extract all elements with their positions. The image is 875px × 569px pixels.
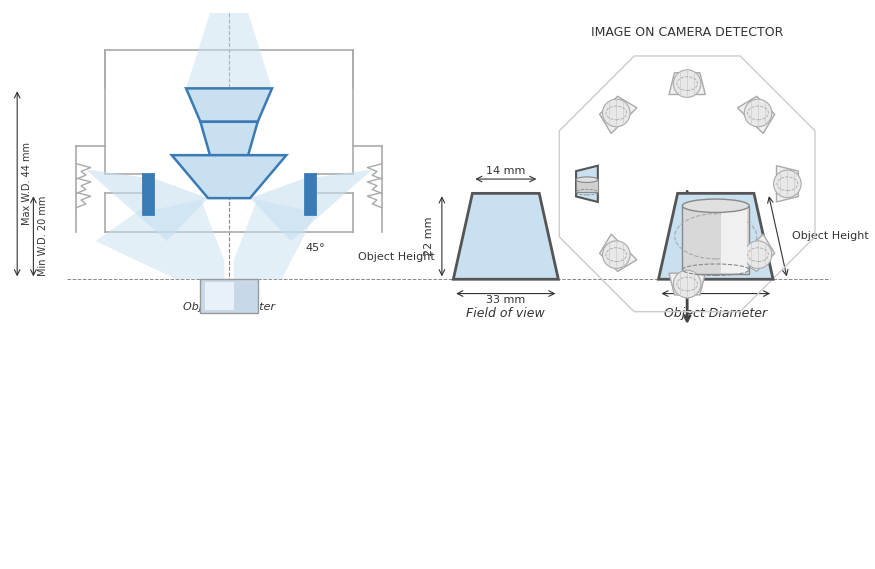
Polygon shape bbox=[576, 166, 598, 202]
Ellipse shape bbox=[576, 177, 598, 183]
Polygon shape bbox=[576, 180, 598, 192]
Text: 22 mm: 22 mm bbox=[424, 217, 434, 256]
Circle shape bbox=[603, 99, 630, 127]
Polygon shape bbox=[669, 273, 705, 295]
Polygon shape bbox=[720, 208, 747, 273]
Polygon shape bbox=[95, 198, 224, 279]
Circle shape bbox=[603, 241, 630, 269]
Polygon shape bbox=[669, 73, 705, 94]
Polygon shape bbox=[200, 122, 257, 155]
Text: 45°: 45° bbox=[305, 242, 325, 253]
Text: 14 mm: 14 mm bbox=[487, 166, 526, 176]
Ellipse shape bbox=[682, 199, 749, 212]
Polygon shape bbox=[186, 13, 272, 88]
Circle shape bbox=[745, 99, 772, 127]
Text: 33 mm: 33 mm bbox=[487, 295, 526, 305]
Polygon shape bbox=[776, 166, 798, 202]
Polygon shape bbox=[250, 170, 372, 241]
Polygon shape bbox=[305, 174, 315, 215]
Circle shape bbox=[774, 170, 802, 197]
Polygon shape bbox=[738, 234, 774, 271]
Polygon shape bbox=[200, 279, 257, 312]
Text: Object Height: Object Height bbox=[358, 252, 435, 262]
Circle shape bbox=[674, 270, 701, 298]
Polygon shape bbox=[659, 193, 773, 279]
Polygon shape bbox=[186, 88, 272, 122]
Text: Object Height: Object Height bbox=[792, 232, 869, 241]
Polygon shape bbox=[86, 170, 208, 241]
Polygon shape bbox=[599, 234, 637, 271]
Polygon shape bbox=[599, 96, 637, 134]
Polygon shape bbox=[206, 282, 234, 310]
Polygon shape bbox=[234, 198, 318, 279]
Polygon shape bbox=[172, 155, 286, 198]
Text: IMAGE ON CAMERA DETECTOR: IMAGE ON CAMERA DETECTOR bbox=[591, 26, 783, 39]
Text: Field of view: Field of view bbox=[466, 307, 545, 320]
Circle shape bbox=[745, 241, 772, 269]
Text: Min W.D. 20 mm: Min W.D. 20 mm bbox=[38, 196, 48, 277]
Text: Max W.D. 44 mm: Max W.D. 44 mm bbox=[22, 142, 32, 225]
Text: Object Diameter: Object Diameter bbox=[183, 302, 275, 312]
Circle shape bbox=[674, 70, 701, 97]
Polygon shape bbox=[144, 174, 153, 215]
Polygon shape bbox=[738, 96, 774, 134]
Polygon shape bbox=[453, 193, 558, 279]
Polygon shape bbox=[682, 206, 749, 274]
Text: Object Diameter: Object Diameter bbox=[664, 307, 767, 320]
